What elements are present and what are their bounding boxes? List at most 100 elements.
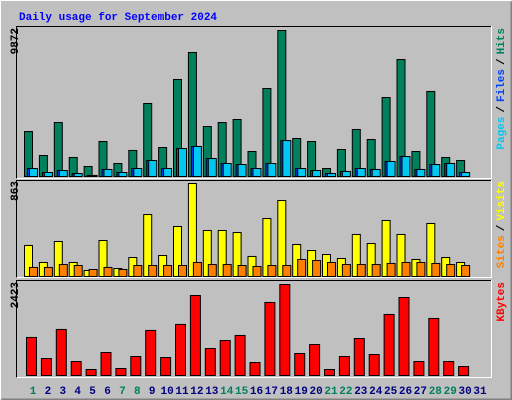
- x-tick-label: 27: [414, 386, 427, 398]
- bar: [297, 258, 307, 278]
- bar: [189, 295, 201, 376]
- bar: [312, 170, 322, 177]
- bar: [26, 336, 37, 377]
- bar: [262, 218, 272, 278]
- x-tick-label: 28: [429, 386, 443, 398]
- bar: [338, 355, 350, 376]
- bar: [381, 219, 391, 277]
- bar: [148, 265, 158, 278]
- bar: [356, 168, 366, 178]
- bar: [163, 168, 173, 178]
- x-tick-label: 18: [280, 386, 294, 398]
- legend-separator: /: [496, 224, 508, 231]
- y-max-label: 2423: [10, 282, 22, 309]
- bar: [130, 355, 142, 376]
- bar: [386, 160, 396, 178]
- bar: [70, 361, 82, 377]
- bar: [55, 328, 67, 376]
- bar: [88, 174, 98, 178]
- x-tick-label: 12: [190, 386, 203, 398]
- bar: [207, 158, 217, 177]
- bar: [163, 265, 173, 278]
- bar: [73, 173, 83, 178]
- bar: [341, 170, 351, 177]
- bar: [192, 145, 202, 178]
- x-tick-label: 7: [119, 386, 126, 398]
- y-max-label: 9872: [10, 28, 22, 54]
- bar: [416, 261, 426, 277]
- bar: [413, 361, 425, 377]
- bar: [192, 261, 202, 277]
- legend-entry: Visits: [496, 181, 508, 221]
- bar: [29, 168, 38, 178]
- x-tick-label: 22: [339, 386, 352, 398]
- legend-entry: KBytes: [496, 282, 508, 322]
- bar: [43, 172, 53, 177]
- bar: [297, 168, 307, 178]
- bar: [458, 366, 470, 376]
- bar: [29, 266, 38, 277]
- x-tick-label: 25: [384, 386, 398, 398]
- bar: [279, 284, 291, 376]
- legend-entry: Pages: [496, 117, 508, 150]
- bar: [371, 264, 381, 277]
- x-tick-label: 31: [473, 386, 487, 398]
- bar: [267, 265, 277, 278]
- bar: [446, 264, 456, 277]
- bar: [327, 173, 336, 178]
- x-tick-label: 19: [295, 386, 308, 398]
- x-tick-label: 6: [104, 386, 111, 398]
- legend-entry: Files: [496, 69, 508, 102]
- bar: [217, 229, 227, 278]
- legend: KBytes: [496, 282, 508, 322]
- bar: [461, 265, 471, 278]
- x-tick-label: 8: [134, 386, 141, 398]
- bar: [282, 265, 292, 278]
- bar: [118, 172, 128, 177]
- panel-border-dark: [16, 280, 492, 378]
- bar: [58, 170, 68, 177]
- bar: [187, 183, 197, 277]
- panel: [16, 280, 492, 378]
- legend-entry: Sites: [496, 235, 508, 268]
- bar: [267, 162, 277, 177]
- bar: [100, 352, 112, 376]
- bar: [202, 229, 212, 278]
- bar: [133, 265, 143, 278]
- x-tick-label: 26: [399, 386, 412, 398]
- x-tick-label: 11: [175, 386, 189, 398]
- x-tick-label: 13: [205, 386, 219, 398]
- legend-separator: /: [496, 106, 508, 113]
- bar: [118, 268, 128, 277]
- bar: [40, 358, 52, 377]
- bar: [264, 301, 276, 376]
- x-tick-label: 23: [354, 386, 368, 398]
- bar: [115, 368, 127, 376]
- bar: [232, 232, 242, 277]
- bar: [148, 160, 158, 178]
- bar: [178, 265, 187, 278]
- x-tick-label: 17: [265, 386, 278, 398]
- bar: [327, 261, 336, 277]
- bar: [88, 268, 98, 277]
- bar: [368, 354, 380, 376]
- panel-border-dark: [16, 180, 492, 278]
- bar: [178, 148, 187, 177]
- x-tick-label: 16: [250, 386, 263, 398]
- bar: [145, 329, 157, 377]
- bar: [426, 222, 436, 277]
- chart-title: Daily usage for September 2024: [19, 12, 217, 24]
- x-tick-label: 4: [74, 386, 81, 398]
- bar: [43, 266, 53, 277]
- bar: [351, 233, 361, 277]
- x-tick-label: 1: [30, 386, 37, 398]
- x-tick-label: 29: [444, 386, 457, 398]
- bar: [103, 266, 113, 277]
- x-tick-label: 5: [89, 386, 96, 398]
- bar: [173, 225, 182, 277]
- x-tick-label: 24: [369, 386, 383, 398]
- x-tick-label: 21: [324, 386, 338, 398]
- bar: [294, 352, 306, 377]
- bar: [219, 340, 231, 376]
- panel-border-light: [16, 280, 492, 378]
